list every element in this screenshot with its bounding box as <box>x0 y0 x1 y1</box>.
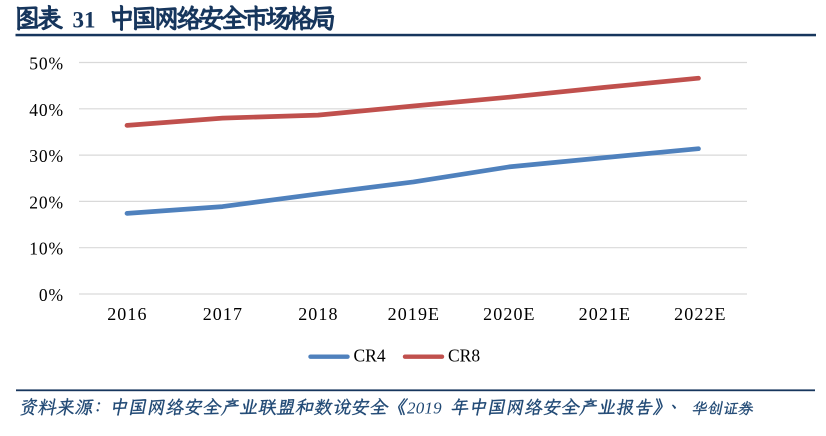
svg-text:20%: 20% <box>29 192 64 212</box>
svg-text:2018: 2018 <box>298 304 338 324</box>
svg-text:2020E: 2020E <box>483 304 536 324</box>
svg-text:2016: 2016 <box>107 304 147 324</box>
svg-text:2019E: 2019E <box>388 304 441 324</box>
svg-text:10%: 10% <box>29 239 64 259</box>
svg-text:50%: 50% <box>29 54 64 74</box>
svg-text:40%: 40% <box>29 100 64 120</box>
svg-text:30%: 30% <box>29 146 64 166</box>
svg-text:CR4: CR4 <box>354 346 386 366</box>
svg-text:31: 31 <box>73 7 96 32</box>
svg-text:2021E: 2021E <box>579 304 632 324</box>
svg-text:0%: 0% <box>39 285 64 305</box>
svg-text:2017: 2017 <box>203 304 243 324</box>
svg-text:2022E: 2022E <box>674 304 727 324</box>
svg-text:2019: 2019 <box>407 399 442 418</box>
svg-text:CR8: CR8 <box>448 346 480 366</box>
